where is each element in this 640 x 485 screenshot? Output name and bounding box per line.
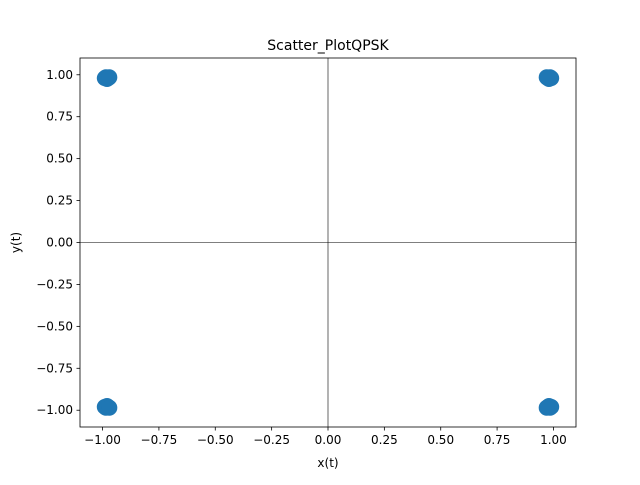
y-tick-label: −1.00 (36, 403, 73, 417)
y-tick-label: 0.00 (46, 236, 73, 250)
x-tick-label: 0.75 (484, 433, 511, 447)
y-axis-label: y(t) (9, 232, 23, 253)
x-tick-label: −0.50 (197, 433, 234, 447)
y-tick-label: −0.25 (36, 277, 73, 291)
y-tick-label: 0.25 (46, 194, 73, 208)
x-tick-label: −1.00 (84, 433, 121, 447)
x-tick-label: 1.00 (540, 433, 567, 447)
x-tick-label: 0.25 (371, 433, 398, 447)
y-tick-label: −0.50 (36, 319, 73, 333)
x-axis-ticks: −1.00 −0.75 −0.50 −0.25 0.00 0.25 0.50 0.75 1.00 (84, 427, 567, 447)
scatter-point (101, 399, 118, 416)
scatter-point (538, 69, 555, 86)
x-tick-label: −0.75 (141, 433, 178, 447)
y-tick-label: −0.75 (36, 361, 73, 375)
y-axis-ticks: 1.00 0.75 0.50 0.25 0.00 −0.25 −0.50 −0.75 −1.00 (36, 68, 80, 417)
chart-title: Scatter_PlotQPSK (267, 38, 389, 54)
x-tick-label: 0.00 (315, 433, 342, 447)
y-tick-label: 1.00 (46, 68, 73, 82)
scatter-points (96, 69, 560, 416)
x-axis-label: x(t) (317, 456, 338, 470)
y-tick-label: 0.75 (46, 110, 73, 124)
x-tick-label: 0.50 (427, 433, 454, 447)
x-tick-label: −0.25 (253, 433, 290, 447)
y-tick-label: 0.50 (46, 152, 73, 166)
scatter-point (538, 399, 555, 416)
reference-lines (80, 58, 576, 427)
scatter-point (101, 69, 118, 86)
